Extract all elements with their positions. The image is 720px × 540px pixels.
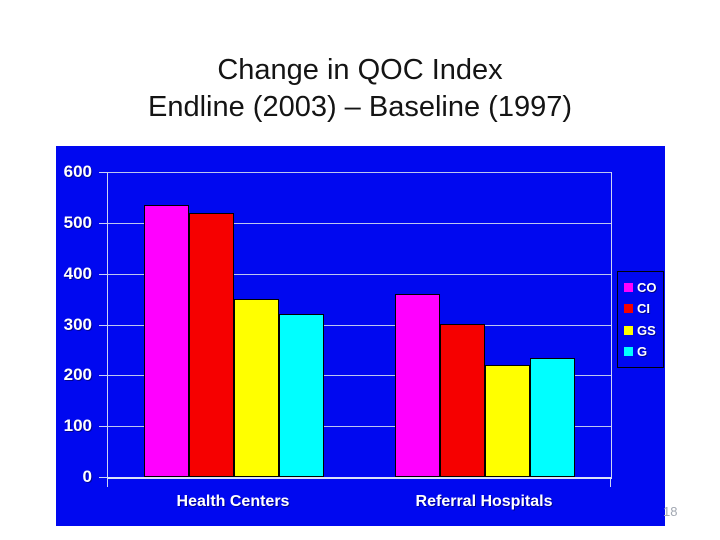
- gridline-300: [108, 325, 611, 326]
- y-tick-200: [99, 375, 107, 376]
- gridline-600: [108, 172, 611, 173]
- y-axis-label-200: 200: [63, 365, 92, 384]
- legend-swatch-ci-icon: [624, 304, 633, 314]
- y-tick-100: [99, 426, 107, 427]
- gridline-200: [108, 375, 611, 376]
- y-axis-label-300: 300: [63, 315, 92, 334]
- chart-legend: CO CI GS G: [617, 271, 664, 368]
- page-number: 18: [663, 504, 678, 519]
- bar-ci-referral-hospitals: [440, 324, 485, 477]
- y-axis-label-500: 500: [63, 213, 92, 232]
- y-axis-label-400: 400: [63, 264, 92, 283]
- legend-swatch-co-icon: [624, 282, 633, 292]
- y-tick-500: [99, 223, 107, 224]
- x-axis-edge-tick-1: [610, 479, 611, 487]
- bar-ci-health-centers: [189, 213, 234, 477]
- legend-label-co: CO: [637, 279, 657, 295]
- legend-swatch-gs-icon: [624, 325, 633, 335]
- bar-g-referral-hospitals: [530, 358, 575, 477]
- y-tick-300: [99, 325, 107, 326]
- slide-title-line1: Change in QOC Index: [217, 54, 503, 86]
- y-tick-400: [99, 274, 107, 275]
- bar-gs-referral-hospitals: [485, 365, 530, 477]
- legend-item-gs: GS: [624, 324, 663, 337]
- gridline-500: [108, 223, 611, 224]
- legend-label-g: G: [637, 344, 648, 360]
- slide-title: Change in QOC Index Endline (2003) – Bas…: [0, 52, 720, 126]
- bar-gs-health-centers: [234, 299, 279, 477]
- plot-area: [107, 172, 612, 479]
- y-axis-label-600: 600: [63, 162, 92, 181]
- legend-item-co: CO: [624, 281, 663, 294]
- x-axis-edge-tick-0: [107, 479, 108, 487]
- bar-g-health-centers: [279, 314, 324, 477]
- y-tick-600: [99, 172, 107, 173]
- legend-item-ci: CI: [624, 302, 663, 315]
- y-axis-label-0: 0: [82, 467, 92, 486]
- legend-label-ci: CI: [637, 301, 650, 317]
- y-axis-label-100: 100: [63, 416, 92, 435]
- y-tick-0: [99, 477, 107, 478]
- legend-label-gs: GS: [637, 322, 656, 338]
- legend-item-g: G: [624, 345, 663, 358]
- slide-title-line2: Endline (2003) – Baseline (1997): [148, 91, 572, 123]
- bar-co-referral-hospitals: [395, 294, 440, 477]
- x-axis-label-referral-hospitals: Referral Hospitals: [415, 493, 553, 510]
- legend-swatch-g-icon: [624, 347, 633, 357]
- gridline-100: [108, 426, 611, 427]
- bar-co-health-centers: [144, 205, 189, 477]
- qoc-change-bar-chart: CO CI GS G 0 100 200 300 400 500 600 Health Center…: [56, 146, 665, 526]
- x-axis-label-health-centers: Health Centers: [176, 493, 290, 510]
- gridline-400: [108, 274, 611, 275]
